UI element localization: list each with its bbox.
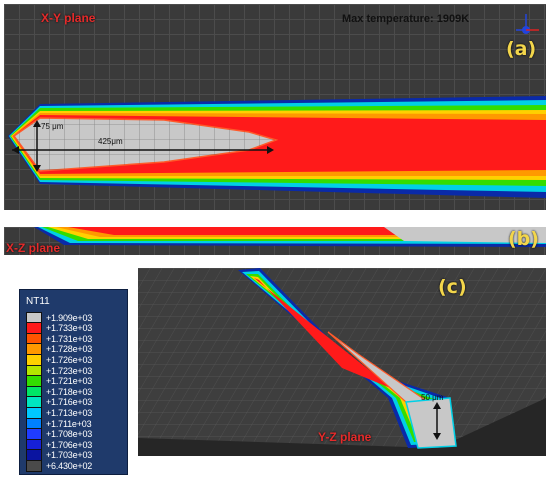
xy-melt-pool-contour [8,14,546,198]
molten-zone [384,227,546,243]
panel-b-badge: (b) [508,228,539,250]
legend-value: +6.430e+02 [46,460,93,471]
panel-c-badge: (c) [438,276,467,298]
legend-value: +1.909e+03 [46,312,93,323]
legend-value: +1.713e+03 [46,407,93,418]
xz-melt-pool-contour [34,227,546,247]
legend-entry: +6.430e+02 [26,459,93,472]
length-dimension-label: 425μm [98,137,123,146]
legend-value: +1.728e+03 [46,344,93,355]
legend-swatch [26,459,42,472]
xz-plane-label: X-Z plane [6,241,61,255]
legend-value: +1.721e+03 [46,376,93,387]
yz-plane-label: Y-Z plane [318,430,372,444]
legend-entry: +1.706e+03 [26,438,93,451]
legend-value: +1.733e+03 [46,323,93,334]
depth-dimension-label: 50 μm [421,393,444,402]
max-temperature-label: Max temperature: 1909K [342,13,470,25]
legend-value: +1.703e+03 [46,450,93,461]
substrate-side [138,398,546,456]
xz-plane-panel: X-Z plane (b) [4,227,546,255]
length-arrow-right [267,146,274,154]
yz-3d-view [138,268,546,456]
legend-value: +1.718e+03 [46,386,93,397]
legend-title: NT11 [26,296,50,307]
legend-value: +1.716e+03 [46,397,93,408]
axis-triad-icon [516,14,539,34]
width-arrow-bottom [33,165,41,172]
legend-value: +1.723e+03 [46,365,93,376]
track-red [254,278,439,437]
cross-section-face [405,397,457,449]
panel-a-badge: (a) [506,38,537,60]
depth-arrow-bottom [433,433,441,440]
legend-value: +1.706e+03 [46,439,93,450]
legend-value: +1.731e+03 [46,333,93,344]
width-dimension-label: 75 μm [41,122,64,131]
legend-value: +1.711e+03 [46,418,92,429]
xy-plane-label: X-Y plane [41,11,96,25]
legend-value: +1.726e+03 [46,354,93,365]
width-arrow-top [33,120,41,127]
yz-plane-panel: (c) Y-Z plane 50 μm [138,268,546,456]
legend-value: +1.708e+03 [46,429,93,440]
length-arrow-left [12,146,19,154]
xy-plane-panel: X-Y plane Max temperature: 1909K (a) 75 … [4,4,546,210]
temperature-legend: NT11 +1.909e+03 +1.733e+03 +1.731e+03 +1.72… [19,289,128,475]
depth-arrow-top [433,402,441,409]
